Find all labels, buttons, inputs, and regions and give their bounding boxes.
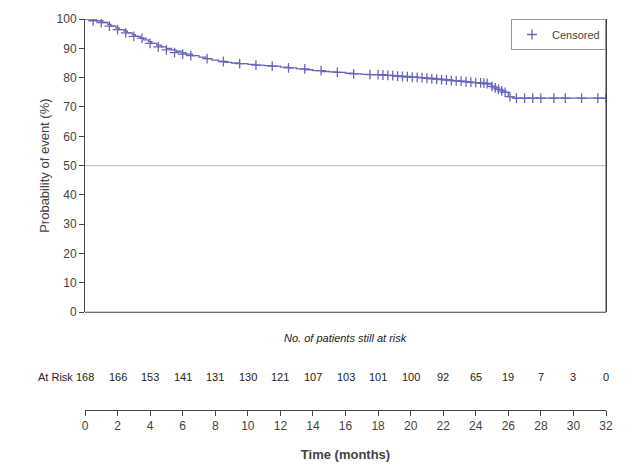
svg-text:At Risk: At Risk [38, 371, 73, 383]
svg-text:166: 166 [109, 371, 127, 383]
svg-text:Censored: Censored [552, 29, 600, 41]
svg-text:90: 90 [63, 42, 77, 56]
svg-text:103: 103 [337, 371, 355, 383]
svg-text:80: 80 [63, 71, 77, 85]
svg-text:8: 8 [212, 419, 219, 433]
svg-text:7: 7 [538, 371, 544, 383]
svg-text:32: 32 [599, 419, 613, 433]
svg-text:18: 18 [371, 419, 385, 433]
svg-text:Probability of event (%): Probability of event (%) [37, 98, 52, 232]
svg-text:0: 0 [70, 305, 77, 319]
svg-text:20: 20 [63, 247, 77, 261]
svg-text:Time (months): Time (months) [301, 447, 390, 462]
svg-text:92: 92 [437, 371, 449, 383]
svg-text:3: 3 [570, 371, 576, 383]
svg-text:14: 14 [306, 419, 320, 433]
svg-text:16: 16 [339, 419, 353, 433]
svg-text:40: 40 [63, 188, 77, 202]
svg-text:12: 12 [274, 419, 288, 433]
svg-text:65: 65 [470, 371, 482, 383]
svg-text:20: 20 [404, 419, 418, 433]
svg-text:121: 121 [271, 371, 289, 383]
svg-text:153: 153 [141, 371, 159, 383]
svg-text:100: 100 [402, 371, 420, 383]
svg-text:100: 100 [57, 12, 77, 26]
svg-text:0: 0 [82, 419, 89, 433]
svg-text:26: 26 [502, 419, 516, 433]
svg-text:22: 22 [437, 419, 451, 433]
svg-text:10: 10 [241, 419, 255, 433]
svg-text:10: 10 [63, 276, 77, 290]
svg-text:6: 6 [179, 419, 186, 433]
svg-text:50: 50 [63, 159, 77, 173]
svg-text:30: 30 [567, 419, 581, 433]
svg-text:2: 2 [114, 419, 121, 433]
svg-text:28: 28 [534, 419, 548, 433]
svg-text:No. of patients still at risk: No. of patients still at risk [284, 332, 407, 344]
svg-text:4: 4 [147, 419, 154, 433]
svg-text:141: 141 [174, 371, 192, 383]
svg-text:107: 107 [304, 371, 322, 383]
svg-text:60: 60 [63, 130, 77, 144]
svg-text:19: 19 [502, 371, 514, 383]
svg-text:131: 131 [206, 371, 224, 383]
svg-text:24: 24 [469, 419, 483, 433]
svg-text:0: 0 [603, 371, 609, 383]
svg-text:70: 70 [63, 100, 77, 114]
svg-text:101: 101 [369, 371, 387, 383]
svg-text:168: 168 [76, 371, 94, 383]
svg-text:130: 130 [239, 371, 257, 383]
svg-text:30: 30 [63, 217, 77, 231]
